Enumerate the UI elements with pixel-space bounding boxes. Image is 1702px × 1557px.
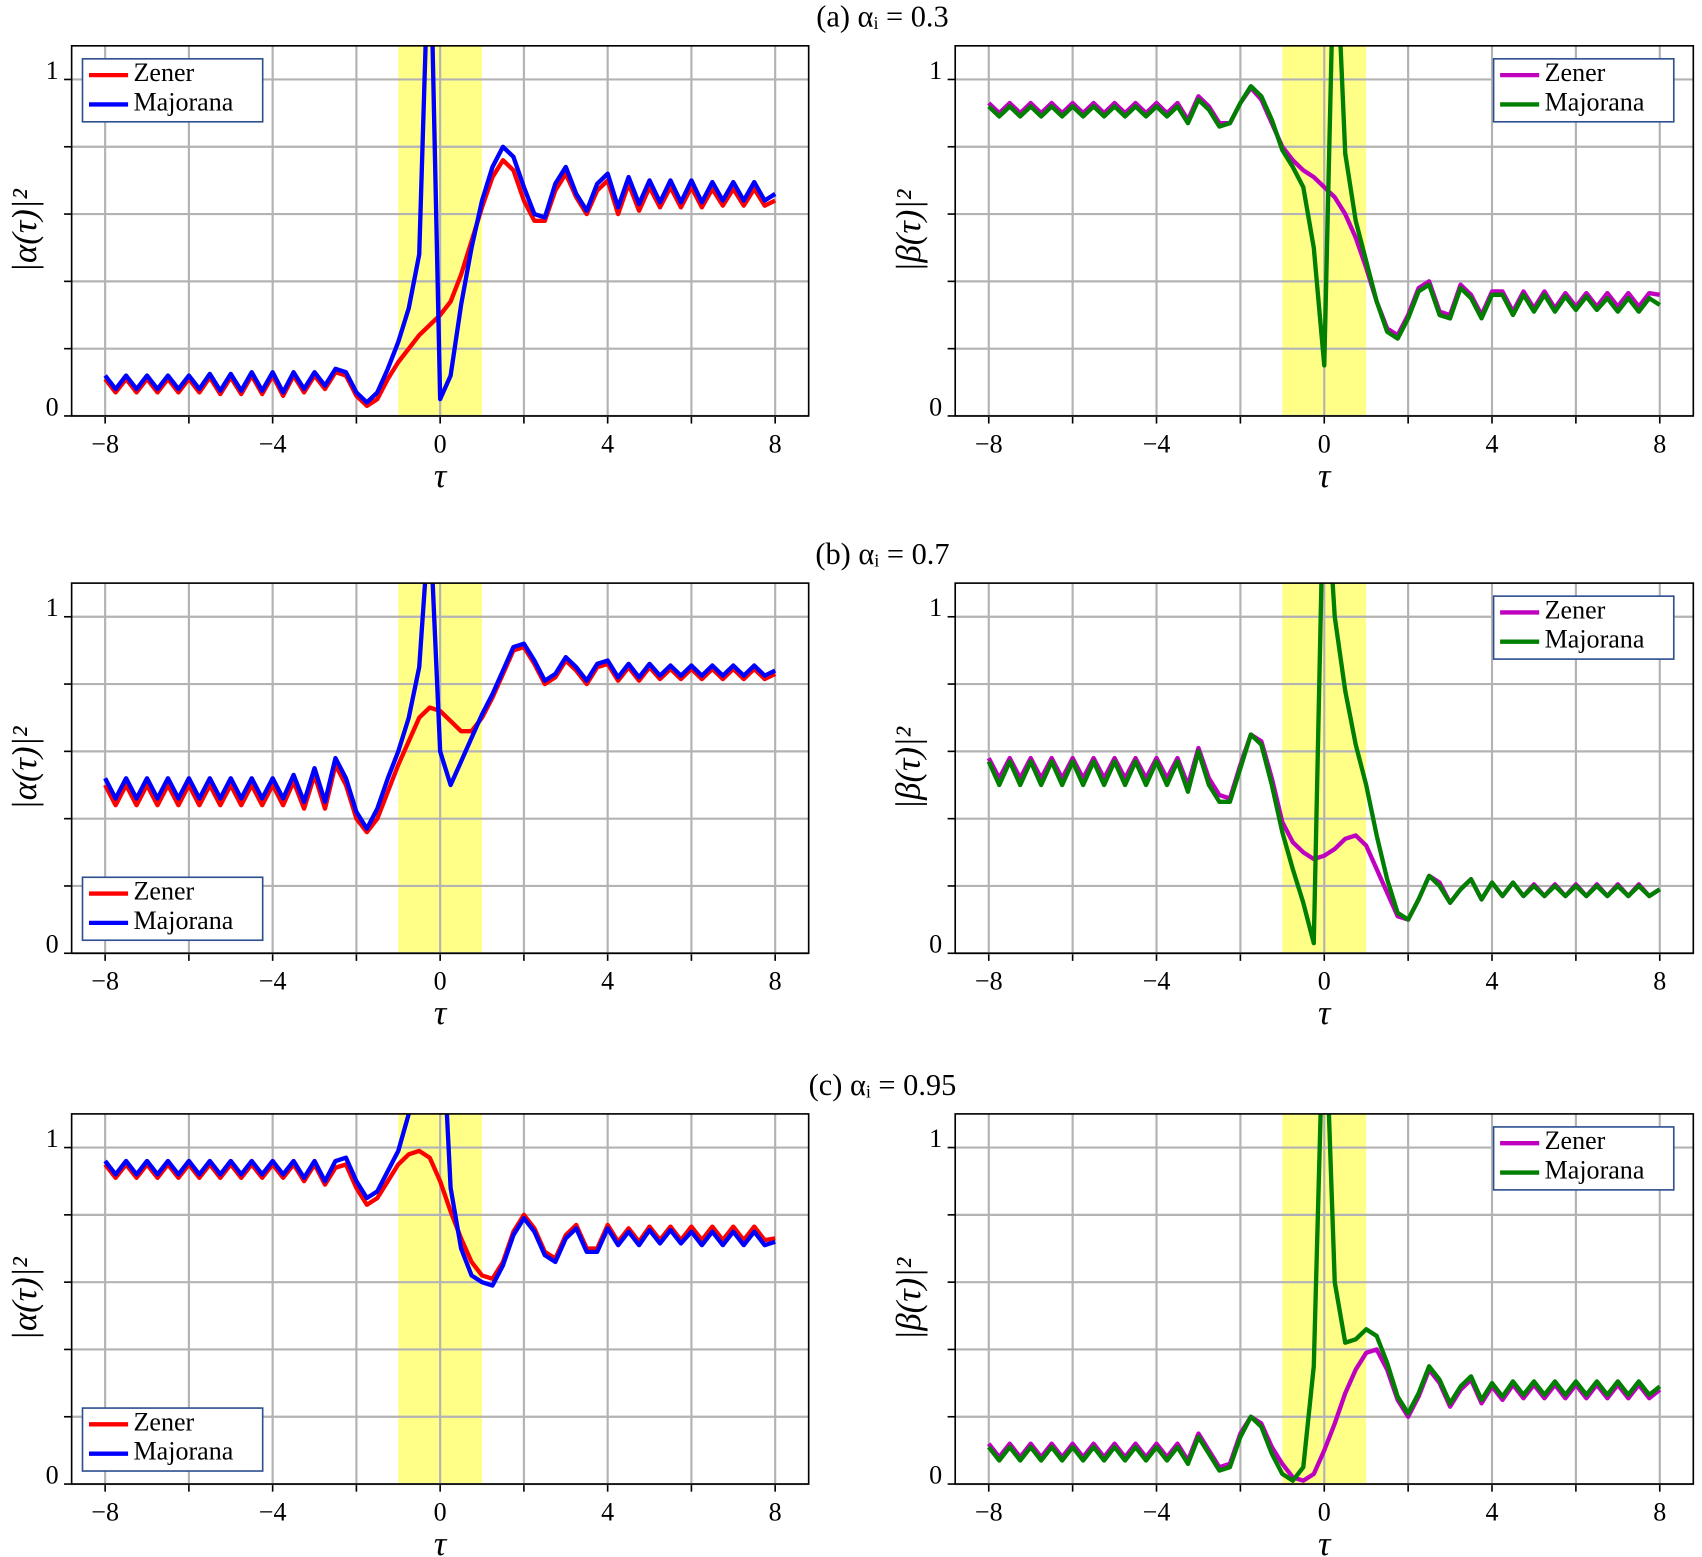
y-axis-label: |α(τ)|²	[5, 726, 44, 810]
legend-box	[1492, 595, 1675, 660]
plot-frame	[70, 45, 810, 417]
series-line	[103, 583, 777, 831]
y-tick-label: 0	[929, 1461, 942, 1490]
x-tick-label: −4	[259, 967, 287, 996]
legend-label: Zener	[134, 58, 195, 87]
series-line	[986, 583, 1661, 946]
x-axis-label: τ	[434, 993, 448, 1032]
plot-frame	[70, 582, 810, 955]
x-tick-label: 0	[434, 967, 447, 996]
x-tick-label: 4	[601, 967, 614, 996]
series-group	[987, 45, 1661, 368]
x-tick-label: −8	[91, 1497, 119, 1526]
x-tick-label: −4	[1143, 967, 1171, 996]
x-axis-label: τ	[1318, 1524, 1332, 1557]
legend-label: Zener	[134, 877, 195, 906]
y-axis-label: |β(τ)|²	[889, 726, 928, 809]
series-line	[987, 45, 1661, 368]
legend-box	[1492, 1126, 1675, 1191]
x-tick-label: 0	[1318, 1497, 1331, 1526]
x-tick-label: −4	[259, 1497, 287, 1526]
legend-label: Zener	[1545, 1126, 1606, 1155]
series-line	[103, 45, 777, 405]
y-tick-label: 1	[46, 1124, 59, 1153]
x-tick-label: 8	[769, 1497, 782, 1526]
x-axis-label: τ	[434, 1524, 448, 1557]
panel-title: (b) αᵢ = 0.7	[815, 537, 949, 571]
y-axis-label: |β(τ)|²	[889, 1257, 928, 1340]
legend-box	[81, 876, 264, 942]
x-tick-label: −8	[91, 429, 119, 458]
y-tick-label: 0	[46, 1461, 59, 1490]
x-tick-label: 0	[434, 429, 447, 458]
y-tick-label: 0	[46, 930, 59, 959]
x-axis-label: τ	[1318, 993, 1332, 1032]
x-tick-label: 0	[434, 1497, 447, 1526]
plot-frame	[954, 1113, 1695, 1485]
y-tick-label: 0	[929, 392, 942, 421]
legend-label: Majorana	[134, 1437, 234, 1466]
x-tick-label: 8	[1653, 967, 1666, 996]
x-tick-label: −8	[91, 967, 119, 996]
legend-label: Majorana	[1545, 87, 1645, 116]
y-tick-label: 1	[46, 56, 59, 85]
x-tick-label: 8	[1653, 429, 1666, 458]
series-group	[103, 45, 777, 409]
legend-label: Majorana	[1545, 1156, 1645, 1185]
x-tick-label: −4	[1143, 1497, 1171, 1526]
y-tick-label: 0	[929, 930, 942, 959]
series-group	[987, 1113, 1662, 1483]
plot-frame	[70, 1113, 810, 1485]
series-group	[103, 583, 777, 835]
x-tick-label: 4	[1485, 1497, 1498, 1526]
plot-frame	[954, 45, 1695, 417]
x-tick-label: −8	[975, 429, 1003, 458]
x-axis-label: τ	[1318, 456, 1332, 495]
x-tick-label: 4	[601, 429, 614, 458]
legend-label: Majorana	[134, 87, 234, 116]
y-axis-label: |α(τ)|²	[5, 1257, 44, 1341]
x-tick-label: −8	[975, 967, 1003, 996]
panel-title: (a) αᵢ = 0.3	[816, 0, 948, 34]
legend-label: Majorana	[1545, 625, 1645, 654]
y-tick-label: 1	[46, 593, 59, 622]
legend-label: Majorana	[134, 906, 234, 935]
y-axis-label: |α(τ)|²	[5, 189, 44, 273]
plot-frame	[954, 582, 1695, 955]
x-tick-label: −8	[975, 1497, 1003, 1526]
series-line	[103, 1113, 776, 1288]
legend-box	[1492, 58, 1675, 123]
y-axis-label: |β(τ)|²	[889, 189, 928, 272]
y-tick-label: 1	[929, 56, 942, 85]
x-tick-label: 8	[769, 429, 782, 458]
series-line	[987, 1113, 1662, 1483]
y-tick-label: 0	[46, 392, 59, 421]
legend-label: Zener	[1545, 595, 1606, 624]
legend-box	[81, 1407, 264, 1472]
legend-label: Zener	[1545, 58, 1606, 87]
x-tick-label: 4	[1485, 967, 1498, 996]
legend-label: Zener	[134, 1407, 195, 1436]
x-tick-label: 4	[1485, 429, 1498, 458]
series-group	[103, 1113, 776, 1288]
x-tick-label: 0	[1318, 429, 1331, 458]
y-tick-label: 1	[929, 1124, 942, 1153]
series-group	[986, 583, 1661, 946]
x-tick-label: 0	[1318, 967, 1331, 996]
x-tick-label: 8	[1653, 1497, 1666, 1526]
x-tick-label: −4	[259, 429, 287, 458]
x-tick-label: 8	[769, 967, 782, 996]
legend-box	[81, 58, 264, 123]
x-tick-label: 4	[601, 1497, 614, 1526]
panel-title: (c) αᵢ = 0.95	[809, 1068, 957, 1102]
y-tick-label: 1	[929, 593, 942, 622]
x-tick-label: −4	[1143, 429, 1171, 458]
x-axis-label: τ	[434, 456, 448, 495]
